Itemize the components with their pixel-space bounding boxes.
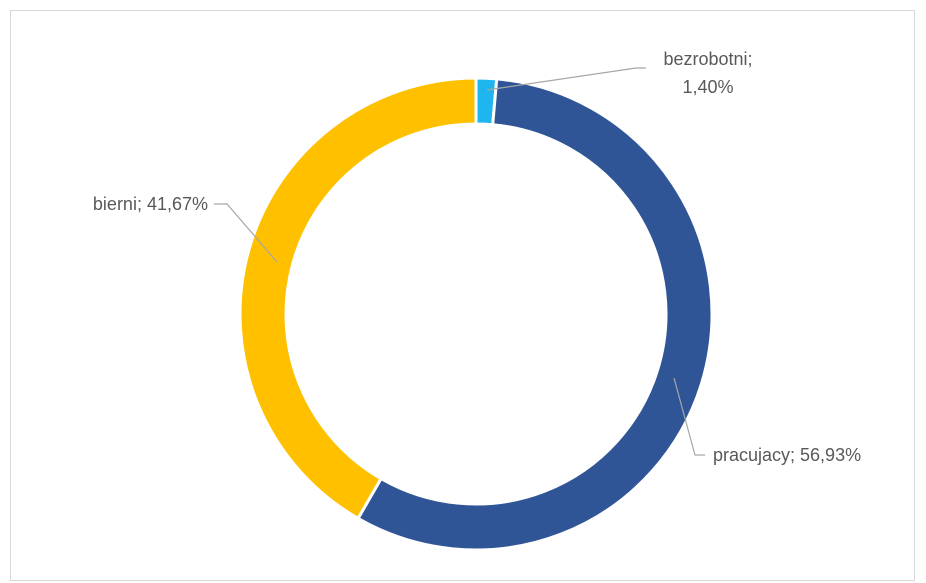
data-labels-group: bezrobotni; 1,40% bierni; 41,67% pracuja…: [93, 49, 861, 465]
leader-line-bierni: [214, 203, 278, 263]
data-label-bezrobotni-value: 1,40%: [682, 77, 733, 97]
data-label-pracujacy: pracujacy; 56,93%: [713, 445, 861, 465]
leader-lines-group: [214, 67, 705, 456]
slice-bierni: [238, 76, 478, 521]
data-label-bezrobotni: bezrobotni;: [663, 49, 752, 69]
data-label-bierni: bierni; 41,67%: [93, 194, 208, 214]
slice-pracujacy: [355, 77, 714, 552]
slices-group: [238, 76, 714, 552]
leader-line-pracujacy: [673, 377, 705, 456]
leader-line-bezrobotni: [486, 67, 646, 91]
